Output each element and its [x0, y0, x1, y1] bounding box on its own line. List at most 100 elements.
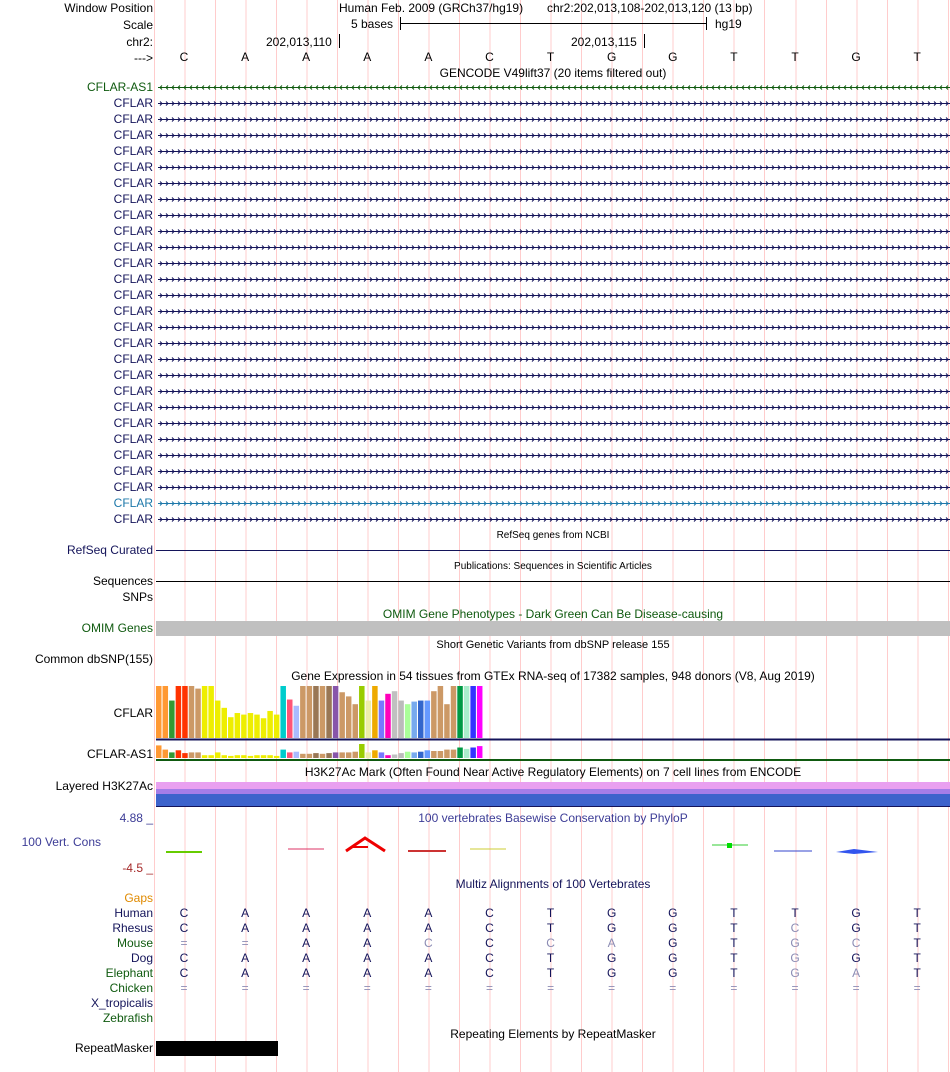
gtex-as1-bar: [444, 749, 450, 758]
repeatmasker-label[interactable]: RepeatMasker: [74, 1041, 153, 1055]
gencode-item-label[interactable]: CFLAR: [113, 192, 153, 206]
gencode-item-label[interactable]: CFLAR: [113, 400, 153, 414]
genome-position: chr2:202,013,108-202,013,120 (13 bp): [547, 1, 753, 15]
snps-label[interactable]: SNPs: [122, 590, 153, 604]
gencode-item-line[interactable]: [156, 416, 950, 430]
multiz-species-label[interactable]: Rhesus: [112, 921, 153, 935]
reference-base: A: [241, 50, 250, 64]
gencode-item-label[interactable]: CFLAR: [113, 512, 153, 526]
gencode-item-line[interactable]: [156, 160, 950, 174]
gencode-item-label[interactable]: CFLAR: [113, 144, 153, 158]
multiz-species-label[interactable]: Zebrafish: [102, 1011, 153, 1025]
gencode-item-line[interactable]: [156, 112, 950, 126]
gencode-item-label[interactable]: CFLAR: [113, 256, 153, 270]
multiz-base: C: [179, 906, 189, 920]
refseq-label[interactable]: RefSeq Curated: [66, 543, 153, 557]
gencode-item-line[interactable]: [156, 144, 950, 158]
gencode-item-label[interactable]: CFLAR: [113, 304, 153, 318]
gencode-item-line[interactable]: [156, 400, 950, 414]
gtex-as1-bar: [431, 751, 437, 758]
gencode-item-label[interactable]: CFLAR: [113, 224, 153, 238]
gencode-item-label[interactable]: CFLAR: [113, 176, 153, 190]
multiz-base: G: [607, 966, 617, 980]
gencode-item-line[interactable]: [156, 80, 950, 94]
gaps-label[interactable]: Gaps: [124, 891, 153, 905]
gtex-as1-bar: [339, 752, 345, 758]
gencode-item-line[interactable]: [156, 240, 950, 254]
gencode-item-label[interactable]: CFLAR: [113, 336, 153, 350]
gencode-item-line[interactable]: [156, 272, 950, 286]
gtex-bar-chart: [156, 686, 950, 761]
multiz-base: =: [669, 981, 677, 995]
multiz-species-label[interactable]: Elephant: [105, 966, 153, 980]
multiz-species-label[interactable]: X_tropicalis: [90, 996, 153, 1010]
gencode-item-line[interactable]: [156, 128, 950, 142]
strand-chevrons: [159, 213, 949, 218]
scale-bar-right-tick: [706, 17, 707, 30]
phylop-label[interactable]: 100 Vert. Cons: [21, 835, 101, 849]
gencode-item-label[interactable]: CFLAR: [113, 496, 153, 510]
omim-bar: [156, 621, 950, 636]
gencode-item-label[interactable]: CFLAR: [113, 464, 153, 478]
gencode-item-line[interactable]: [156, 368, 950, 382]
omim-label[interactable]: OMIM Genes: [81, 621, 153, 635]
gencode-item-label[interactable]: CFLAR: [113, 240, 153, 254]
gencode-item-line[interactable]: [156, 384, 950, 398]
gtex-cflar-bar: [385, 693, 391, 738]
gencode-item-line[interactable]: [156, 288, 950, 302]
multiz-species-label[interactable]: Human: [114, 906, 153, 920]
gtex-cflar-bar: [267, 710, 273, 738]
gtex-cflar-label[interactable]: CFLAR: [113, 706, 153, 720]
gencode-item-label[interactable]: CFLAR-AS1: [86, 80, 153, 94]
gencode-item-label[interactable]: CFLAR: [113, 448, 153, 462]
gencode-item-label[interactable]: CFLAR: [113, 368, 153, 382]
gtex-cflar-as1-label[interactable]: CFLAR-AS1: [86, 747, 153, 761]
gencode-item-line[interactable]: [156, 480, 950, 494]
gencode-item-label[interactable]: CFLAR: [113, 320, 153, 334]
gencode-item-line[interactable]: [156, 432, 950, 446]
gencode-item-line[interactable]: [156, 256, 950, 270]
gencode-item-label[interactable]: CFLAR: [113, 272, 153, 286]
gencode-item-label[interactable]: CFLAR: [113, 352, 153, 366]
gencode-item-line[interactable]: [156, 176, 950, 190]
gencode-item-label[interactable]: CFLAR: [113, 160, 153, 174]
gencode-item-line[interactable]: [156, 352, 950, 366]
gencode-item-line[interactable]: [156, 208, 950, 222]
ruler-tick-label-2: 202,013,115: [571, 35, 637, 49]
gencode-item-line[interactable]: [156, 448, 950, 462]
multiz-base: =: [363, 981, 371, 995]
h3k27ac-label[interactable]: Layered H3K27Ac: [55, 779, 153, 793]
gencode-item-label[interactable]: CFLAR: [113, 288, 153, 302]
gencode-item-label[interactable]: CFLAR: [113, 112, 153, 126]
multiz-species-bases: = = A A C C C A G T G C T: [156, 936, 950, 950]
gencode-item-label[interactable]: CFLAR: [113, 128, 153, 142]
gtex-as1-bar: [260, 755, 267, 758]
gencode-item-line[interactable]: [156, 496, 950, 510]
gencode-item-line[interactable]: [156, 224, 950, 238]
multiz-species-label[interactable]: Chicken: [109, 981, 153, 995]
gencode-item-label[interactable]: CFLAR: [113, 96, 153, 110]
gencode-item-label[interactable]: CFLAR: [113, 384, 153, 398]
multiz-base: A: [241, 951, 250, 965]
gtex-cflar-bar: [273, 714, 280, 738]
gtex-cflar-bar: [378, 700, 385, 738]
gtex-as1-bar: [391, 754, 398, 758]
multiz-base: C: [179, 951, 189, 965]
multiz-species-label[interactable]: Dog: [130, 951, 153, 965]
phylop-plot: [166, 836, 878, 854]
gencode-item-line[interactable]: [156, 192, 950, 206]
gencode-item-label[interactable]: CFLAR: [113, 480, 153, 494]
gencode-item-label[interactable]: CFLAR: [113, 416, 153, 430]
gencode-item-label[interactable]: CFLAR: [113, 432, 153, 446]
dbsnp-label[interactable]: Common dbSNP(155): [34, 652, 153, 666]
sequences-label[interactable]: Sequences: [92, 574, 153, 588]
gencode-item-line[interactable]: [156, 320, 950, 334]
multiz-species-label[interactable]: Mouse: [116, 936, 153, 950]
gtex-cflar-bar: [175, 686, 182, 738]
gencode-item-line[interactable]: [156, 304, 950, 318]
gencode-item-line[interactable]: [156, 336, 950, 350]
gencode-item-line[interactable]: [156, 96, 950, 110]
gencode-item-line[interactable]: [156, 464, 950, 478]
gencode-item-line[interactable]: [156, 512, 950, 526]
gencode-item-label[interactable]: CFLAR: [113, 208, 153, 222]
